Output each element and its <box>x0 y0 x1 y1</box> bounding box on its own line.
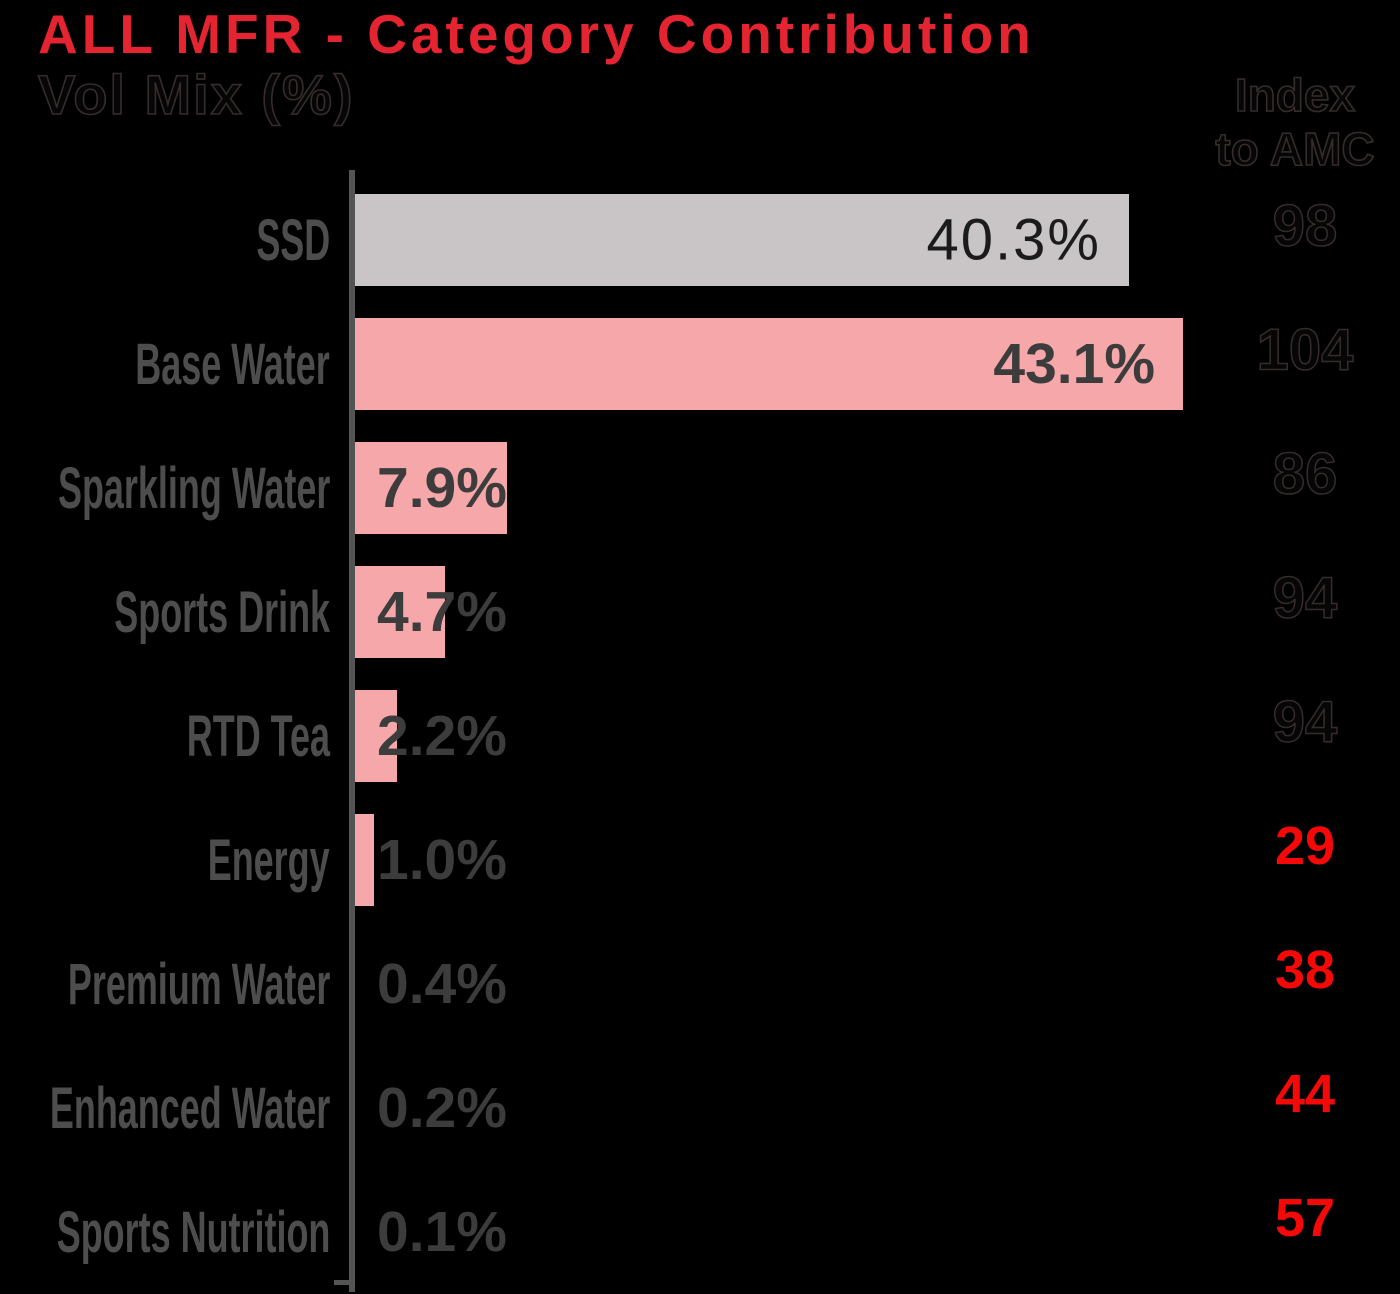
category-axis-line <box>349 170 355 1292</box>
category-label-text: Enhanced Water <box>49 1075 330 1141</box>
value-label: 2.2% <box>377 704 507 768</box>
value-label: 1.0% <box>377 828 507 892</box>
category-label: SSD <box>0 178 330 302</box>
category-label-text: Energy <box>208 827 330 893</box>
value-label: 43.1% <box>993 332 1155 396</box>
bar <box>355 566 445 658</box>
index-value: 29 <box>1274 816 1336 876</box>
chart-row-premium-water: Premium Water 0.4% 38 <box>0 922 1400 1046</box>
category-label-text: Premium Water <box>67 951 330 1017</box>
value-label: 7.9% <box>377 456 507 520</box>
index-value: 86 <box>1272 441 1338 508</box>
chart-row-enhanced-water: Enhanced Water 0.2% 44 <box>0 1046 1400 1170</box>
index-column-header: Index to AMC <box>1190 68 1400 177</box>
category-label-text: Sports Nutrition <box>56 1199 330 1265</box>
bar-chart: SSD 40.3% 98 Base Water 43.1% 104 Sparkl… <box>0 178 1400 1294</box>
axis-bottom-tick <box>334 1280 350 1285</box>
value-label: 0.2% <box>377 1076 507 1140</box>
category-label: RTD Tea <box>0 674 330 798</box>
category-label: Base Water <box>0 302 330 426</box>
category-label: Premium Water <box>0 922 330 1046</box>
bar-cell: 7.9% <box>355 426 1400 550</box>
chart-row-ssd: SSD 40.3% 98 <box>0 178 1400 302</box>
category-label: Sparkling Water <box>0 426 330 550</box>
chart-row-rtd-tea: RTD Tea 2.2% 94 <box>0 674 1400 798</box>
bar-cell: 0.1% <box>355 1170 1400 1294</box>
chart-row-base-water: Base Water 43.1% 104 <box>0 302 1400 426</box>
bar <box>355 814 374 906</box>
chart-row-sparkling-water: Sparkling Water 7.9% 86 <box>0 426 1400 550</box>
index-value: 104 <box>1256 317 1354 384</box>
chart-row-sports-drink: Sports Drink 4.7% 94 <box>0 550 1400 674</box>
index-value: 44 <box>1274 1064 1336 1124</box>
bar <box>355 690 397 782</box>
index-header-line2: to AMC <box>1215 122 1376 176</box>
bar-cell: 0.4% <box>355 922 1400 1046</box>
value-label: 0.1% <box>377 1200 507 1264</box>
bar-cell: 40.3% <box>355 178 1400 302</box>
category-label: Sports Drink <box>0 550 330 674</box>
bar-cell: 4.7% <box>355 550 1400 674</box>
index-value: 94 <box>1272 565 1338 632</box>
category-label-text: Sparkling Water <box>57 455 330 521</box>
category-label: Sports Nutrition <box>0 1170 330 1294</box>
category-label: Enhanced Water <box>0 1046 330 1170</box>
bar-cell: 0.2% <box>355 1046 1400 1170</box>
category-label-text: RTD Tea <box>186 703 330 769</box>
bar <box>355 442 507 534</box>
category-label-text: Base Water <box>135 331 330 397</box>
index-value: 94 <box>1272 689 1338 756</box>
index-value: 98 <box>1272 193 1338 260</box>
value-label: 0.4% <box>377 952 507 1016</box>
chart-row-energy: Energy 1.0% 29 <box>0 798 1400 922</box>
index-value: 57 <box>1274 1188 1336 1248</box>
bar-cell: 43.1% <box>355 302 1400 426</box>
bar <box>355 194 1129 286</box>
value-axis-title: Vol Mix (%) <box>37 62 355 127</box>
index-header-line1: Index <box>1234 68 1356 122</box>
value-label: 4.7% <box>377 580 507 644</box>
category-label-text: Sports Drink <box>114 579 330 645</box>
value-label: 40.3% <box>926 207 1101 273</box>
bar-cell: 2.2% <box>355 674 1400 798</box>
bar <box>355 318 1183 410</box>
index-value: 38 <box>1274 940 1336 1000</box>
category-label: Energy <box>0 798 330 922</box>
page-title: ALL MFR - Category Contribution <box>38 3 1035 65</box>
chart-row-sports-nutrition: Sports Nutrition 0.1% 57 <box>0 1170 1400 1294</box>
bar-cell: 1.0% <box>355 798 1400 922</box>
category-label-text: SSD <box>256 207 330 273</box>
